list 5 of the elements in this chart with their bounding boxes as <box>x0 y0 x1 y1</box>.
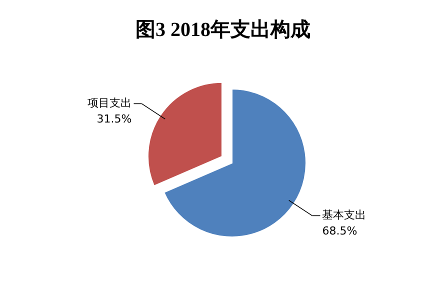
slice-label: 项目支出 <box>88 96 132 110</box>
data-label: 31.5% <box>96 112 132 126</box>
data-label: 68.5% <box>322 224 358 238</box>
slice-label: 基本支出 <box>322 208 366 222</box>
chart-title: 图3 2018年支出构成 <box>136 19 310 41</box>
